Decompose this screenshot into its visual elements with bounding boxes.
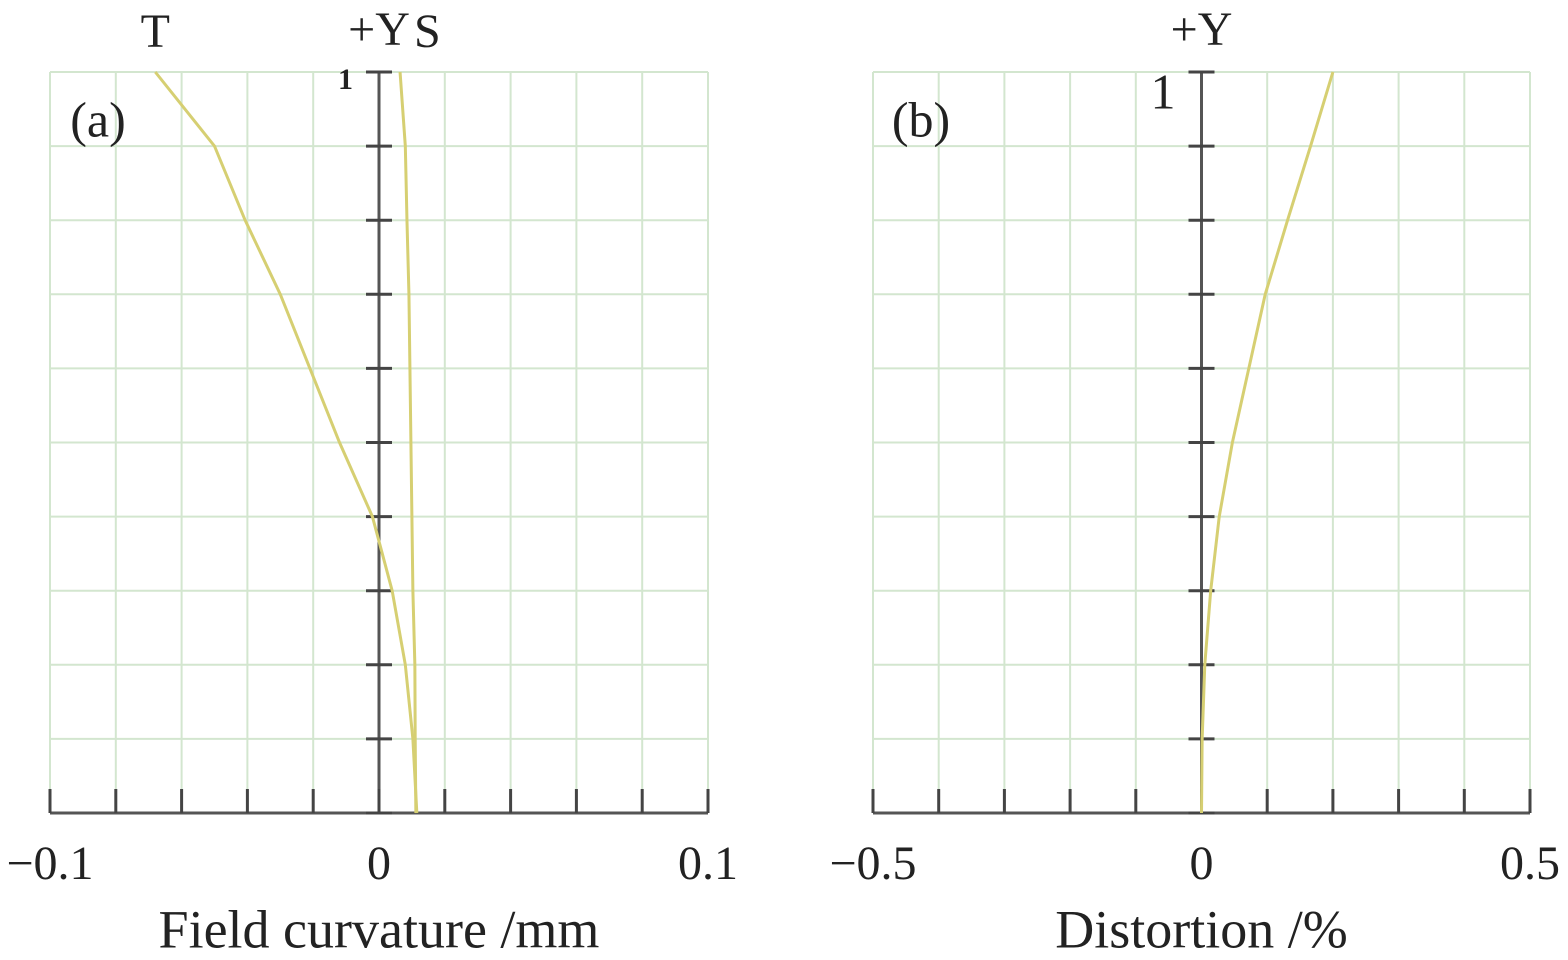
curve xyxy=(1200,71,1335,814)
x-axis-label: Distortion /% xyxy=(1055,899,1348,959)
x-tick-label: 0.5 xyxy=(1500,837,1560,890)
curve xyxy=(398,71,418,814)
series-label: S xyxy=(414,5,441,58)
curve xyxy=(154,71,419,814)
x-tick-label: 0.1 xyxy=(678,837,738,890)
panel-label: (b) xyxy=(892,91,950,147)
y-tick-label: 1 xyxy=(338,63,353,96)
x-tick-label: −0.5 xyxy=(829,837,916,890)
x-tick-label: 0 xyxy=(367,837,391,890)
y-axis-label: +Y xyxy=(348,3,410,56)
panel-label: (a) xyxy=(70,91,126,147)
series-label: T xyxy=(141,5,170,58)
x-tick-label: −0.1 xyxy=(6,837,93,890)
x-tick-label: 0 xyxy=(1190,837,1214,890)
x-axis-label: Field curvature /mm xyxy=(159,899,600,959)
y-axis-label: +Y xyxy=(1171,3,1233,56)
y-tick-label: 1 xyxy=(1151,63,1176,119)
